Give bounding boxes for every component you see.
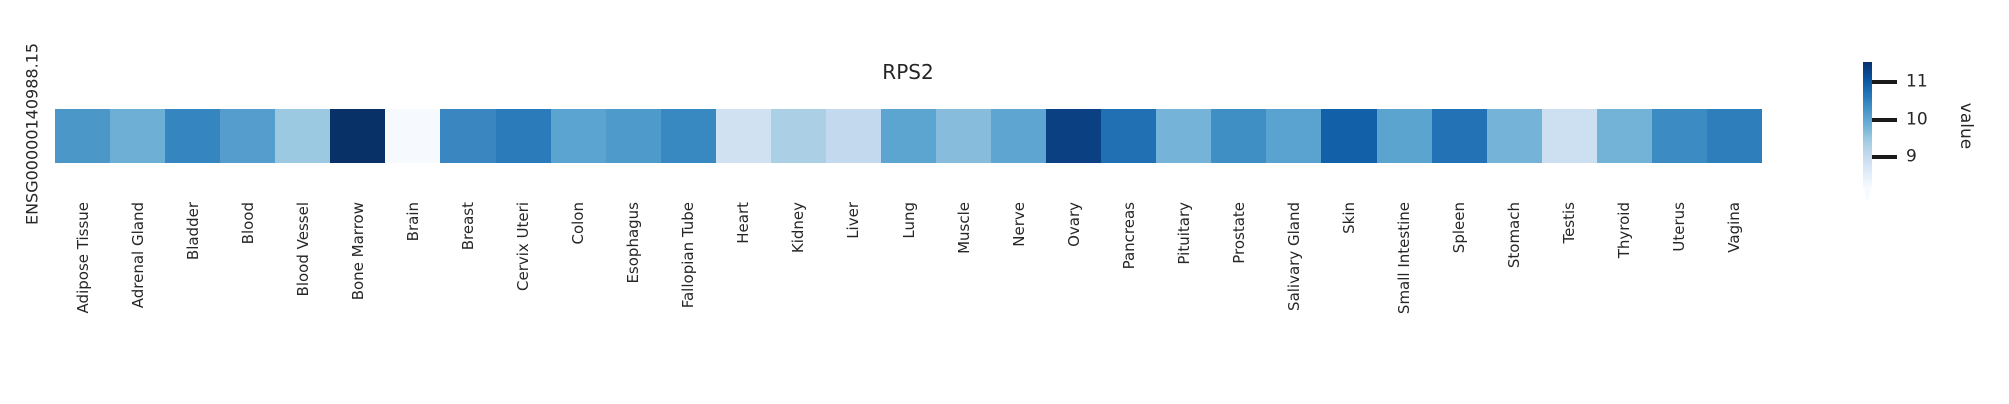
heatmap-cell	[1211, 109, 1267, 163]
x-tick-label: Spleen	[1450, 202, 1469, 254]
heatmap-cell	[1706, 109, 1762, 163]
heatmap-cell	[1431, 109, 1487, 163]
colorbar-gradient	[1863, 62, 1872, 203]
x-tick-label: Cervix Uteri	[514, 202, 533, 291]
x-tick-label: Bone Marrow	[348, 202, 367, 301]
x-tick-label: Breast	[458, 202, 477, 251]
heatmap-cell	[605, 109, 661, 163]
x-tick-label: Testis	[1560, 202, 1579, 244]
heatmap-cell	[1596, 109, 1652, 163]
heatmap-cell	[936, 109, 992, 163]
heatmap-cell	[1486, 109, 1542, 163]
colorbar-tick-label: 9	[1906, 146, 1917, 167]
heatmap-cell	[495, 109, 551, 163]
x-tick-label: Adipose Tissue	[73, 202, 92, 314]
x-tick-label: Colon	[569, 202, 588, 245]
heatmap-cell	[1321, 109, 1377, 163]
x-tick-label: Blood Vessel	[293, 202, 312, 297]
x-tick-label: Blood	[238, 202, 257, 245]
heatmap-cell	[440, 109, 496, 163]
x-tick-label: Brain	[403, 202, 422, 242]
colorbar-tick-label: 10	[1906, 109, 1928, 130]
heatmap-cell	[275, 109, 331, 163]
heatmap-cell	[1101, 109, 1157, 163]
heatmap-cell	[165, 109, 221, 163]
heatmap-cell	[385, 109, 441, 163]
x-tick-label: Uterus	[1670, 202, 1689, 252]
heatmap-cell	[991, 109, 1047, 163]
heatmap-cell	[55, 109, 111, 163]
x-tick-label: Salivary Gland	[1284, 202, 1303, 311]
heatmap-cell	[660, 109, 716, 163]
heatmap-cell	[110, 109, 166, 163]
heatmap-cell	[770, 109, 826, 163]
heatmap-cell	[1046, 109, 1102, 163]
x-tick-label: Prostate	[1229, 202, 1248, 264]
colorbar-tick-mark	[1872, 80, 1897, 84]
colorbar-tick-mark	[1872, 155, 1897, 159]
x-tick-label: Lung	[899, 202, 918, 239]
x-tick-label: Bladder	[183, 202, 202, 261]
colorbar-tick-mark	[1872, 118, 1897, 122]
heatmap-cell	[1651, 109, 1707, 163]
heatmap-cell	[330, 109, 386, 163]
x-tick-label: Heart	[734, 202, 753, 244]
x-tick-label: Ovary	[1064, 202, 1083, 247]
heatmap-cell	[715, 109, 771, 163]
chart-title: RPS2	[882, 60, 934, 84]
heatmap-cell	[1541, 109, 1597, 163]
x-tick-label: Fallopian Tube	[679, 202, 698, 309]
x-tick-label: Vagina	[1725, 202, 1744, 253]
heatmap-cell	[1376, 109, 1432, 163]
x-tick-label: Esophagus	[624, 202, 643, 284]
x-tick-label: Adrenal Gland	[128, 202, 147, 309]
x-tick-label: Liver	[844, 202, 863, 239]
x-tick-label: Stomach	[1505, 202, 1524, 269]
gene-row-label: ENSG00000140988.15	[22, 42, 42, 226]
heatmap-cell	[550, 109, 606, 163]
heatmap-cell	[825, 109, 881, 163]
x-tick-label: Small Intestine	[1395, 202, 1414, 315]
heatmap-cell	[220, 109, 276, 163]
heatmap-cell	[1266, 109, 1322, 163]
heatmap-row	[55, 109, 1762, 163]
x-tick-label: Pituitary	[1174, 202, 1193, 265]
x-tick-label: Pancreas	[1119, 202, 1138, 270]
colorbar-label: value	[1956, 102, 1976, 150]
heatmap-cell	[1156, 109, 1212, 163]
x-tick-label: Nerve	[1009, 202, 1028, 247]
x-tick-label: Muscle	[954, 202, 973, 254]
x-tick-label: Skin	[1340, 202, 1359, 234]
colorbar-tick-label: 11	[1906, 71, 1928, 92]
x-tick-label: Thyroid	[1615, 202, 1634, 259]
heatmap-cell	[880, 109, 936, 163]
x-tick-label: Kidney	[789, 202, 808, 254]
